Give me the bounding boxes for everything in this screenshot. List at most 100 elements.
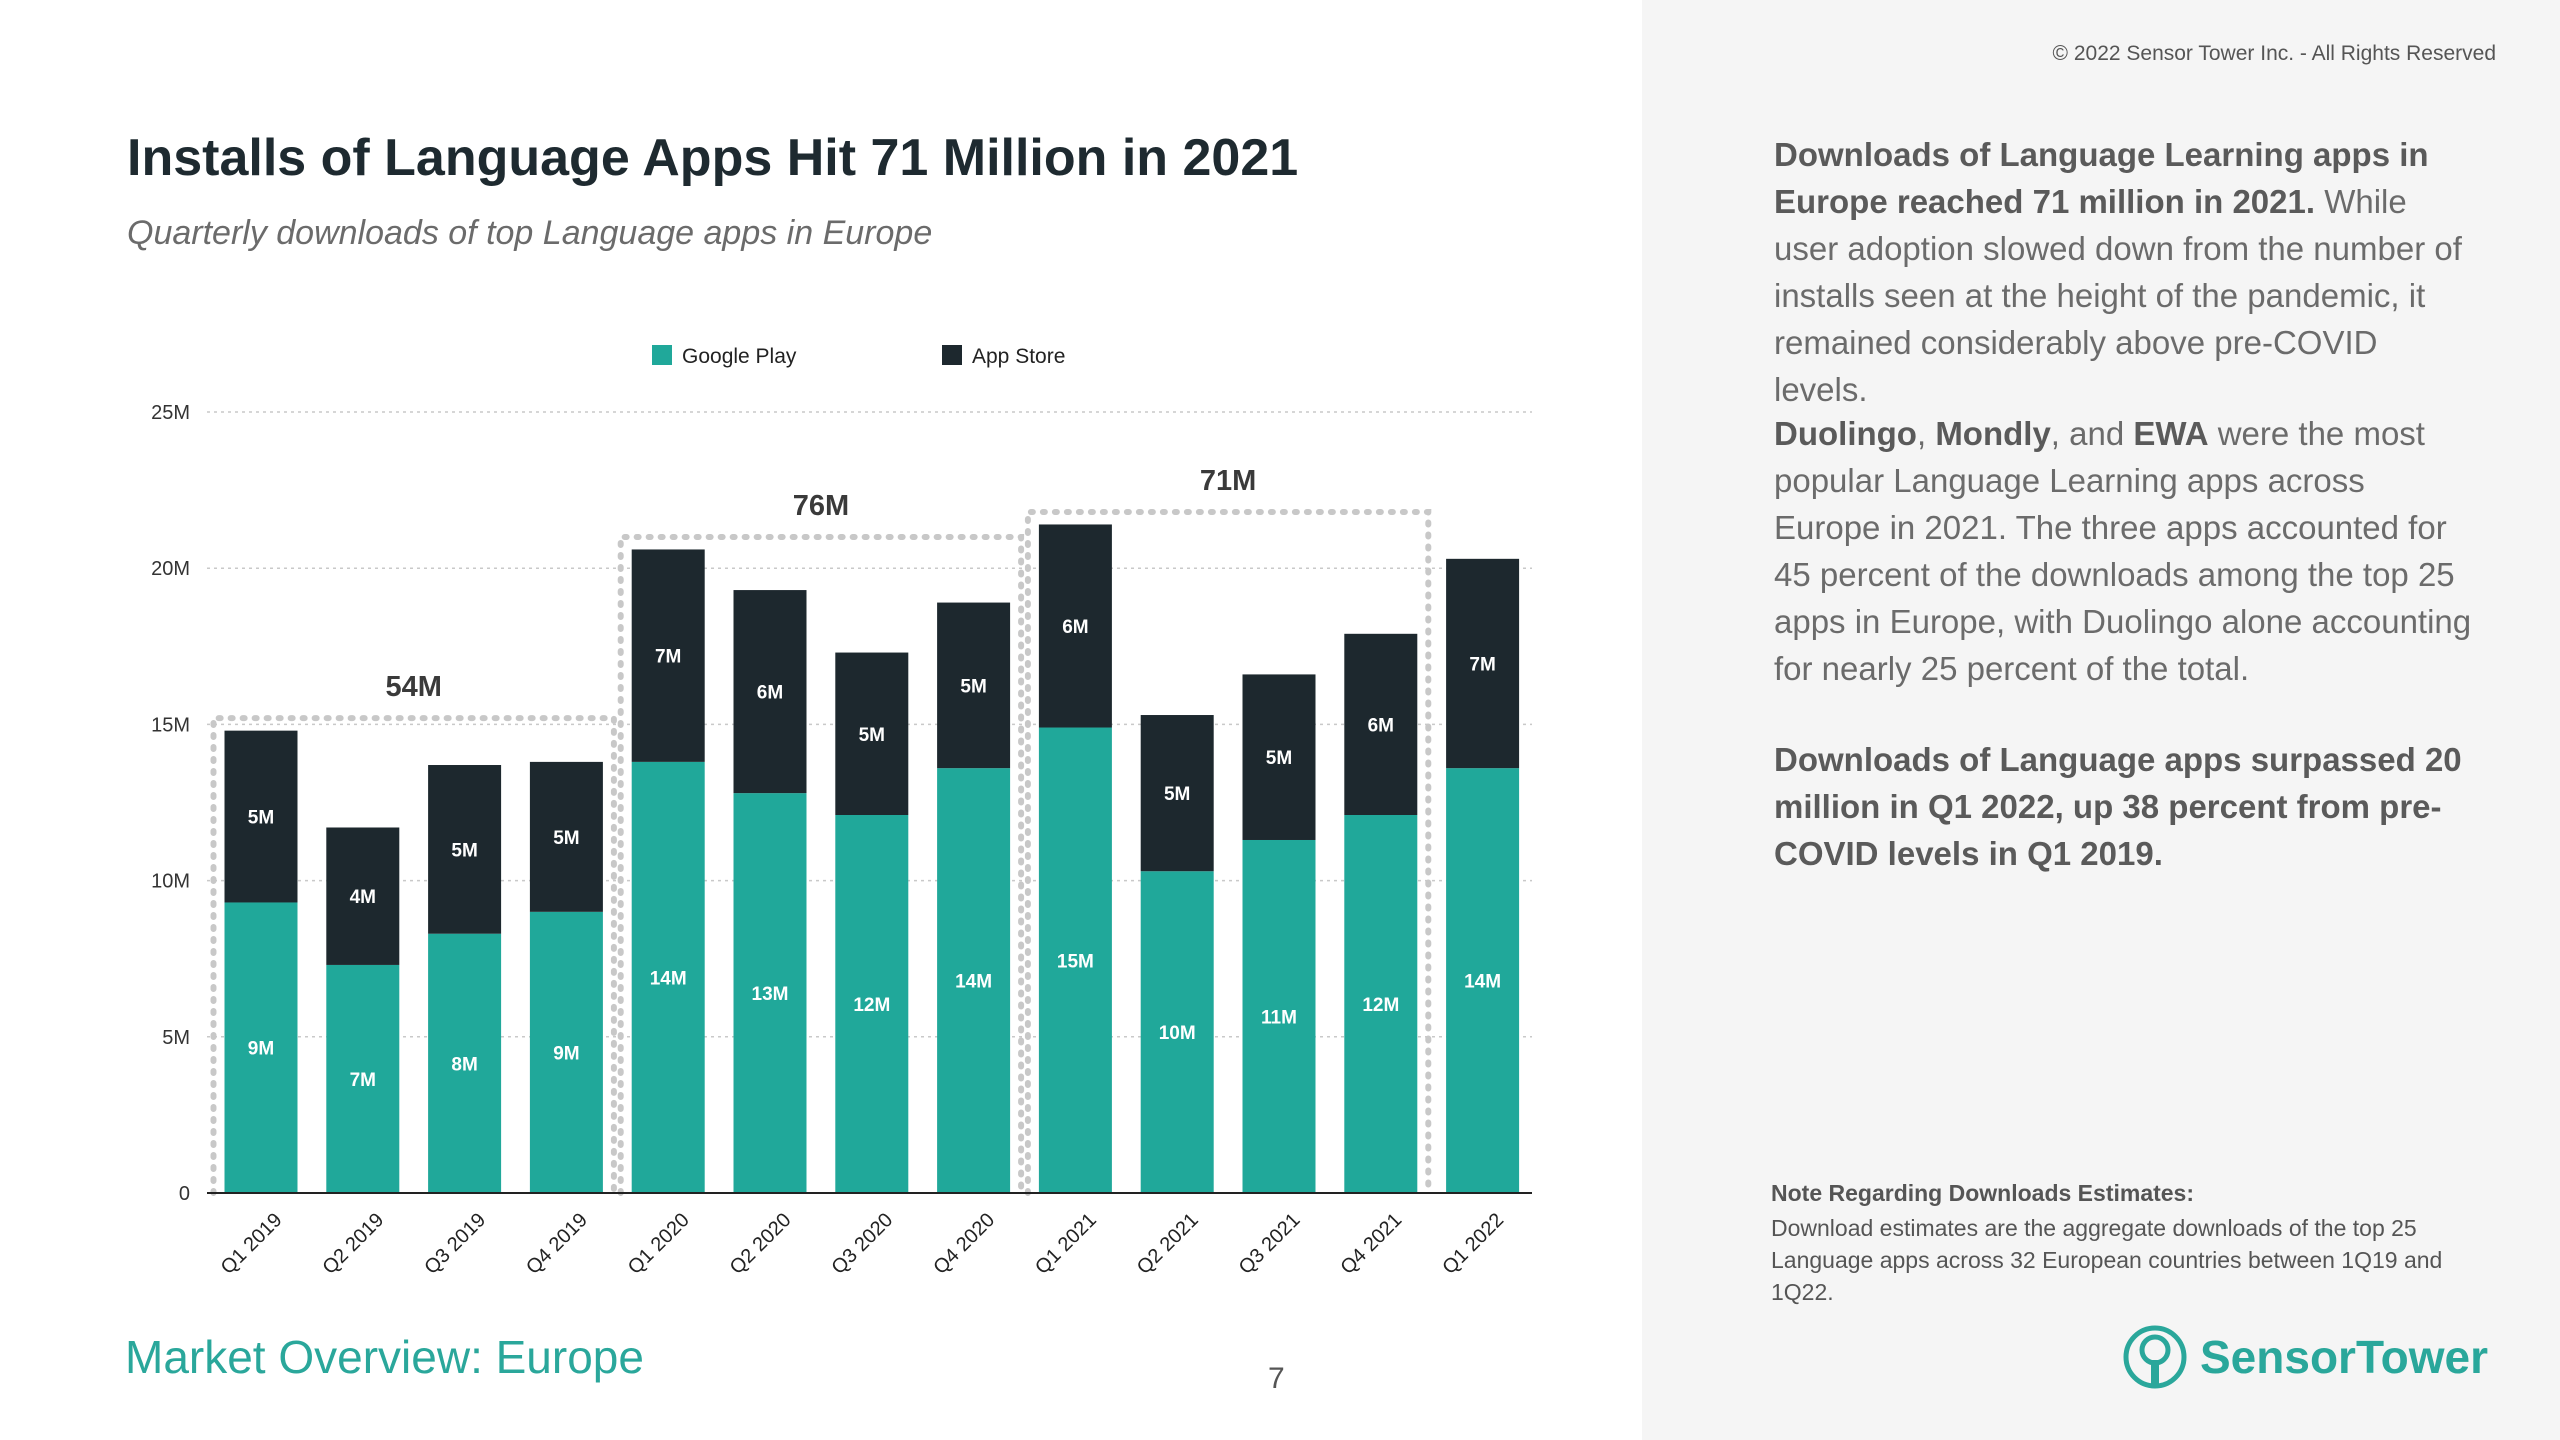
bar-segment <box>1344 633 1418 815</box>
data-label: 9M <box>248 1039 274 1060</box>
group-box <box>617 533 1025 1196</box>
data-label: 5M <box>1164 784 1190 805</box>
data-label: 7M <box>350 1070 376 1091</box>
data-label: 9M <box>553 1043 579 1064</box>
legend-swatch <box>652 345 672 365</box>
data-label: 7M <box>1469 654 1495 675</box>
bar-segment <box>1344 814 1418 1193</box>
data-label: 6M <box>1368 715 1394 736</box>
data-label: 14M <box>650 968 687 989</box>
copyright-notice: © 2022 Sensor Tower Inc. - All Rights Re… <box>2052 42 2496 65</box>
bar-segment <box>1038 524 1112 728</box>
bar-segment <box>937 768 1011 1193</box>
sensor-tower-logo: SensorTower <box>2122 1324 2488 1390</box>
legend-label: App Store <box>972 345 1065 368</box>
data-label: 10M <box>1159 1023 1196 1044</box>
data-label: 11M <box>1261 1007 1297 1028</box>
x-tick-label: Q4 2021 <box>1337 1209 1407 1279</box>
data-label: 12M <box>1362 995 1399 1016</box>
commentary-paragraph-2: Duolingo, Mondly, and EWA were the most … <box>1774 410 2474 692</box>
section-footer: Market Overview: Europe <box>125 1331 644 1383</box>
data-label: 5M <box>553 828 579 849</box>
x-tick-label: Q2 2020 <box>726 1209 796 1279</box>
y-tick-label: 20M <box>151 558 190 580</box>
bar-segment <box>1446 768 1520 1193</box>
bar-segment <box>224 902 298 1193</box>
data-label: 5M <box>451 840 477 861</box>
y-tick-label: 10M <box>151 871 190 893</box>
data-label: 5M <box>960 676 986 697</box>
x-tick-label: Q3 2020 <box>828 1209 898 1279</box>
x-tick-label: Q1 2019 <box>217 1209 287 1279</box>
bar-segment <box>428 933 502 1193</box>
app-name-duolingo: Duolingo <box>1774 415 1917 452</box>
bar-segment <box>224 730 298 903</box>
data-label: 5M <box>859 725 885 746</box>
data-label: 5M <box>1266 748 1292 769</box>
bar-segment <box>733 590 807 794</box>
x-tick-label: Q3 2019 <box>420 1209 490 1279</box>
bar-segment <box>1038 727 1112 1193</box>
commentary-1-rest: While user adoption slowed down from the… <box>1774 183 2462 408</box>
commentary-2-sep-2: , and <box>2050 415 2134 452</box>
bar-segment <box>835 652 909 815</box>
y-tick-label: 15M <box>151 714 190 736</box>
data-label: 6M <box>757 683 783 704</box>
bar-segment <box>1140 871 1214 1193</box>
group-total-label: 54M <box>385 671 441 703</box>
commentary-paragraph-3: Downloads of Language apps surpassed 20 … <box>1774 736 2474 877</box>
commentary-1-bold: Downloads of Language Learning apps in E… <box>1774 136 2429 220</box>
page-title: Installs of Language Apps Hit 71 Million… <box>127 129 1299 187</box>
x-tick-label: Q4 2019 <box>522 1209 592 1279</box>
x-tick-label: Q1 2021 <box>1031 1209 1101 1279</box>
bar-segment <box>631 761 705 1193</box>
group-total-label: 71M <box>1200 465 1256 497</box>
app-name-mondly: Mondly <box>1935 415 2051 452</box>
page-subtitle: Quarterly downloads of top Language apps… <box>127 214 933 252</box>
commentary-3-bold: Downloads of Language apps surpassed 20 … <box>1774 741 2462 872</box>
bar-segment <box>1446 558 1520 769</box>
bar-segment <box>326 827 400 965</box>
y-tick-label: 25M <box>151 402 190 424</box>
data-label: 4M <box>350 887 376 908</box>
x-tick-label: Q3 2021 <box>1235 1209 1305 1279</box>
data-label: 7M <box>655 647 681 668</box>
legend-swatch <box>942 345 962 365</box>
sensor-tower-logo-icon <box>2123 1325 2187 1389</box>
group-box <box>210 715 617 1196</box>
y-tick-label: 0 <box>179 1183 190 1205</box>
bar-segment <box>529 911 603 1193</box>
bar-segment <box>326 964 400 1193</box>
data-label: 13M <box>752 984 789 1005</box>
data-label: 14M <box>1464 972 1501 993</box>
commentary-paragraph-1: Downloads of Language Learning apps in E… <box>1774 131 2474 413</box>
group-box <box>1024 508 1432 1196</box>
x-tick-label: Q1 2022 <box>1438 1209 1508 1279</box>
data-label: 15M <box>1057 951 1094 972</box>
stacked-bar-chart: 0 5M 10M 15M 20M 25M Google Play App Store 54M 76… <box>151 345 1532 1279</box>
x-tick-label: Q2 2021 <box>1133 1209 1203 1279</box>
bar-segment <box>1140 715 1214 872</box>
commentary-panel <box>1642 0 2560 1440</box>
brand-wordmark: SensorTower <box>2200 1331 2488 1383</box>
legend-label: Google Play <box>682 345 797 368</box>
x-tick-label: Q1 2020 <box>624 1209 694 1279</box>
note-body: Download estimates are the aggregate dow… <box>1771 1215 2443 1305</box>
data-label: 14M <box>955 972 992 993</box>
bar-segment <box>733 793 807 1193</box>
bar-segment <box>835 814 909 1193</box>
app-name-ewa: EWA <box>2133 415 2209 452</box>
data-label: 5M <box>248 808 274 829</box>
commentary-2-sep-1: , <box>1916 415 1936 452</box>
bar-segment <box>428 765 502 934</box>
bar-segment <box>1242 839 1316 1193</box>
note-title: Note Regarding Downloads Estimates: <box>1771 1180 2195 1206</box>
commentary-2-rest: were the most popular Language Learning … <box>1774 415 2472 687</box>
data-label: 8M <box>451 1054 477 1075</box>
x-tick-label: Q4 2020 <box>929 1209 999 1279</box>
bar-segment <box>1242 674 1316 840</box>
data-label: 12M <box>853 995 890 1016</box>
bar-segment <box>631 549 705 762</box>
group-total-label: 76M <box>793 490 849 522</box>
y-tick-label: 5M <box>162 1027 190 1049</box>
